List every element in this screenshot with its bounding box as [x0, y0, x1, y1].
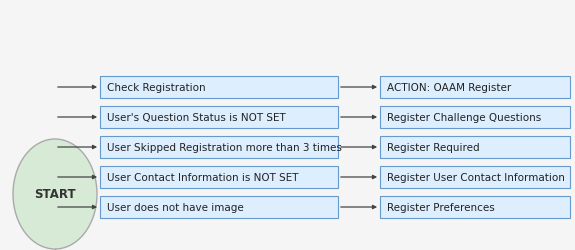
Text: Check Registration: Check Registration [107, 83, 206, 93]
Text: Register User Contact Information: Register User Contact Information [387, 172, 565, 182]
FancyBboxPatch shape [100, 136, 338, 158]
Text: Register Challenge Questions: Register Challenge Questions [387, 112, 541, 122]
Text: User Contact Information is NOT SET: User Contact Information is NOT SET [107, 172, 298, 182]
Text: START: START [34, 188, 76, 201]
Text: Register Preferences: Register Preferences [387, 202, 494, 212]
FancyBboxPatch shape [380, 166, 570, 188]
Text: User's Question Status is NOT SET: User's Question Status is NOT SET [107, 112, 286, 122]
Text: Register Required: Register Required [387, 142, 480, 152]
Ellipse shape [13, 140, 97, 249]
FancyBboxPatch shape [380, 106, 570, 128]
Text: ACTION: OAAM Register: ACTION: OAAM Register [387, 83, 511, 93]
FancyBboxPatch shape [380, 136, 570, 158]
FancyBboxPatch shape [380, 196, 570, 218]
FancyBboxPatch shape [100, 106, 338, 128]
FancyBboxPatch shape [100, 196, 338, 218]
Text: User does not have image: User does not have image [107, 202, 244, 212]
FancyBboxPatch shape [100, 166, 338, 188]
Text: User Skipped Registration more than 3 times: User Skipped Registration more than 3 ti… [107, 142, 342, 152]
FancyBboxPatch shape [380, 77, 570, 98]
FancyBboxPatch shape [100, 77, 338, 98]
